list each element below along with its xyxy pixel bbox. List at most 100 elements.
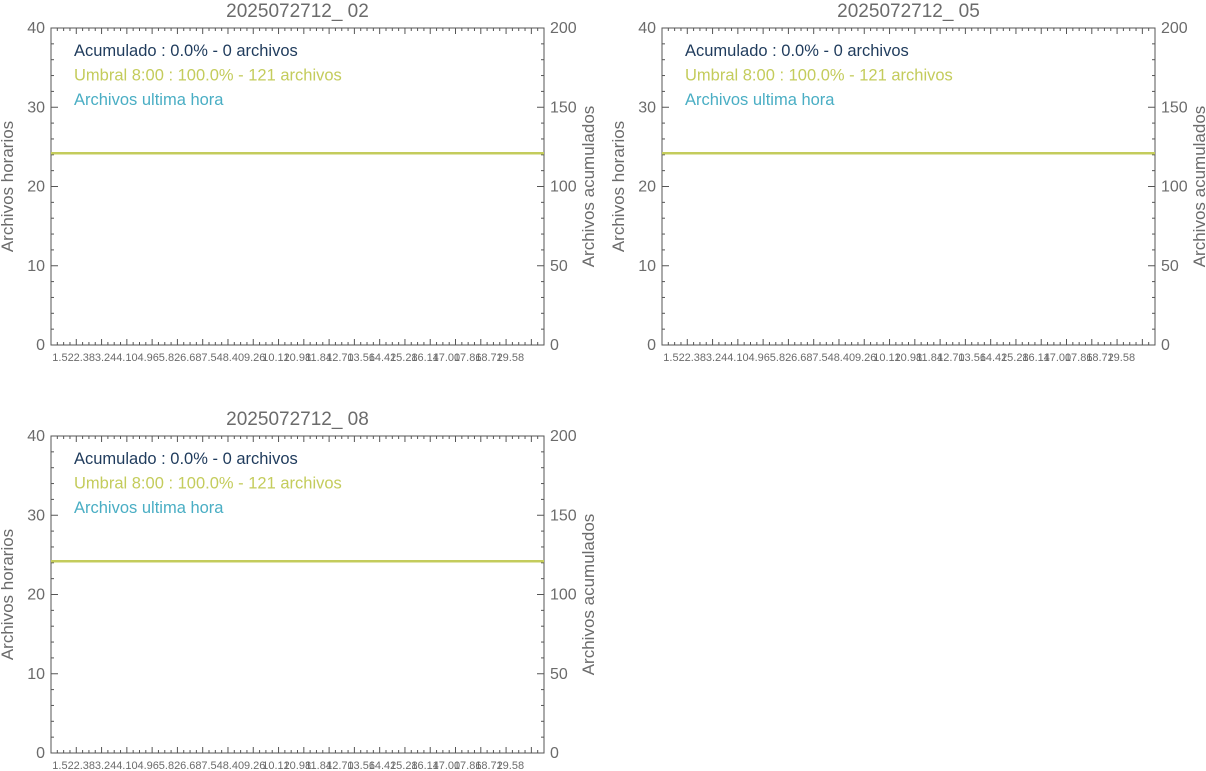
- x-tick-label: 12.70: [326, 352, 354, 364]
- chart-title: 2025072712_ 05: [837, 1, 980, 22]
- y2-tick-label: 200: [550, 20, 577, 37]
- x-tick-label: 5.82: [159, 352, 180, 364]
- y2-tick-label: 100: [550, 587, 577, 604]
- y-tick-label: 20: [27, 179, 45, 196]
- x-tick-label: 17.00: [433, 352, 461, 364]
- x-tick-label: 10.12: [873, 352, 901, 364]
- y2-tick-label: 100: [550, 179, 577, 196]
- x-tick-label: 5.82: [770, 352, 791, 364]
- x-tick-label: 13.56: [347, 352, 375, 364]
- y-tick-label: 20: [27, 587, 45, 604]
- x-tick-label: 13.56: [958, 352, 986, 364]
- legend-entry: Umbral 8:00 : 100.0% - 121 archivos: [685, 67, 953, 85]
- x-tick-label: 8.40: [834, 352, 855, 364]
- chart-panel-2: 2025072712_ 05 0 10 20 30 40 0 50 100 150 200 1.52 2…: [609, 1, 1206, 364]
- y-tick-label: 10: [27, 666, 45, 683]
- x-tick-label: 11.84: [305, 352, 332, 364]
- x-tick-label: 4.10: [116, 760, 137, 771]
- x-tick-label: 17.00: [1044, 352, 1072, 364]
- x-tick-label: 11.84: [305, 760, 332, 771]
- y2-tick-label: 0: [550, 337, 559, 354]
- y2-tick-label: 200: [1161, 20, 1188, 37]
- y2-tick-label: 50: [550, 258, 568, 275]
- y2-tick-label: 50: [550, 666, 568, 683]
- legend-entry: Archivos ultima hora: [74, 91, 224, 109]
- x-tick-label: 10.98: [284, 760, 312, 771]
- x-tick-label: 17.86: [1065, 352, 1093, 364]
- x-tick-label: 4.96: [137, 352, 158, 364]
- x-tick-label: 14.42: [980, 352, 1008, 364]
- x-tick-label: 19.58: [1108, 352, 1136, 364]
- x-tick-label: 18.72: [1086, 352, 1114, 364]
- x-tick-label: 15.28: [390, 760, 418, 771]
- x-tick-label: 3.24: [706, 352, 727, 364]
- x-tick-label: 6.68: [180, 760, 201, 771]
- x-tick-label: 2.38: [74, 760, 95, 771]
- x-tick-label: 14.42: [369, 352, 397, 364]
- chart-title: 2025072712_ 02: [226, 1, 369, 22]
- x-tick-label: 16.14: [1022, 352, 1050, 364]
- x-tick-label: 8.40: [223, 352, 244, 364]
- x-tick-label: 3.24: [95, 352, 116, 364]
- x-tick-label: 2.38: [74, 352, 95, 364]
- y-tick-label: 30: [638, 99, 656, 116]
- y-axis-label: Archivos horarios: [0, 121, 17, 252]
- x-tick-label: 10.12: [262, 352, 290, 364]
- legend-entry: Archivos ultima hora: [74, 499, 224, 517]
- y-tick-label: 10: [638, 258, 656, 275]
- x-tick-label: 4.96: [137, 760, 158, 771]
- x-tick-label: 7.54: [201, 760, 222, 771]
- legend-entry: Umbral 8:00 : 100.0% - 121 archivos: [74, 67, 342, 85]
- x-tick-label: 14.42: [369, 760, 397, 771]
- x-tick-label: 12.70: [937, 352, 965, 364]
- x-tick-label: 18.72: [475, 760, 503, 771]
- y2-tick-label: 150: [1161, 99, 1188, 116]
- x-tick-label: 10.98: [284, 352, 312, 364]
- x-tick-label: 11.84: [916, 352, 943, 364]
- y2-tick-label: 50: [1161, 258, 1179, 275]
- x-tick-label: 2.38: [685, 352, 706, 364]
- legend-entry: Umbral 8:00 : 100.0% - 121 archivos: [74, 475, 342, 493]
- x-tick-label: 9.26: [244, 352, 265, 364]
- x-tick-label: 9.26: [244, 760, 265, 771]
- x-tick-label: 12.70: [326, 760, 354, 771]
- x-tick-label: 15.28: [390, 352, 418, 364]
- y-tick-label: 20: [638, 179, 656, 196]
- x-tick-label: 5.82: [159, 760, 180, 771]
- y2-axis-label: Archivos acumulados: [579, 514, 598, 676]
- x-tick-label: 1.52: [663, 352, 684, 364]
- chart-panel-3: 2025072712_ 08 0 10 20 30 40 0 50 100 150 200 1.52 2…: [0, 409, 598, 771]
- x-tick-label: 19.58: [497, 760, 525, 771]
- x-tick-label: 13.56: [347, 760, 375, 771]
- y-tick-label: 30: [27, 99, 45, 116]
- x-tick-label: 15.28: [1001, 352, 1029, 364]
- y-axis-label: Archivos horarios: [609, 121, 628, 252]
- y-tick-label: 0: [647, 337, 656, 354]
- y-tick-label: 0: [36, 337, 45, 354]
- legend-entry: Acumulado : 0.0% - 0 archivos: [74, 450, 298, 468]
- x-tick-label: 6.68: [180, 352, 201, 364]
- x-tick-label: 4.10: [116, 352, 137, 364]
- x-tick-label: 17.86: [454, 760, 482, 771]
- y2-tick-label: 0: [550, 745, 559, 762]
- x-tick-label: 8.40: [223, 760, 244, 771]
- y2-tick-label: 150: [550, 99, 577, 116]
- y-tick-label: 30: [27, 507, 45, 524]
- x-tick-label: 7.54: [812, 352, 833, 364]
- y2-tick-label: 0: [1161, 337, 1170, 354]
- x-tick-label: 17.86: [454, 352, 482, 364]
- x-tick-label: 10.98: [895, 352, 923, 364]
- x-tick-label: 19.58: [497, 352, 525, 364]
- y-tick-label: 40: [638, 20, 656, 37]
- x-tick-label: 18.72: [475, 352, 503, 364]
- y-axis-label: Archivos horarios: [0, 529, 17, 660]
- legend-entry: Archivos ultima hora: [685, 91, 835, 109]
- x-tick-label: 16.14: [411, 352, 439, 364]
- x-tick-label: 4.10: [727, 352, 748, 364]
- x-tick-label: 1.52: [52, 760, 73, 771]
- y2-axis-label: Archivos acumulados: [1190, 106, 1206, 268]
- x-tick-label: 7.54: [201, 352, 222, 364]
- y-tick-label: 10: [27, 258, 45, 275]
- y-tick-label: 40: [27, 20, 45, 37]
